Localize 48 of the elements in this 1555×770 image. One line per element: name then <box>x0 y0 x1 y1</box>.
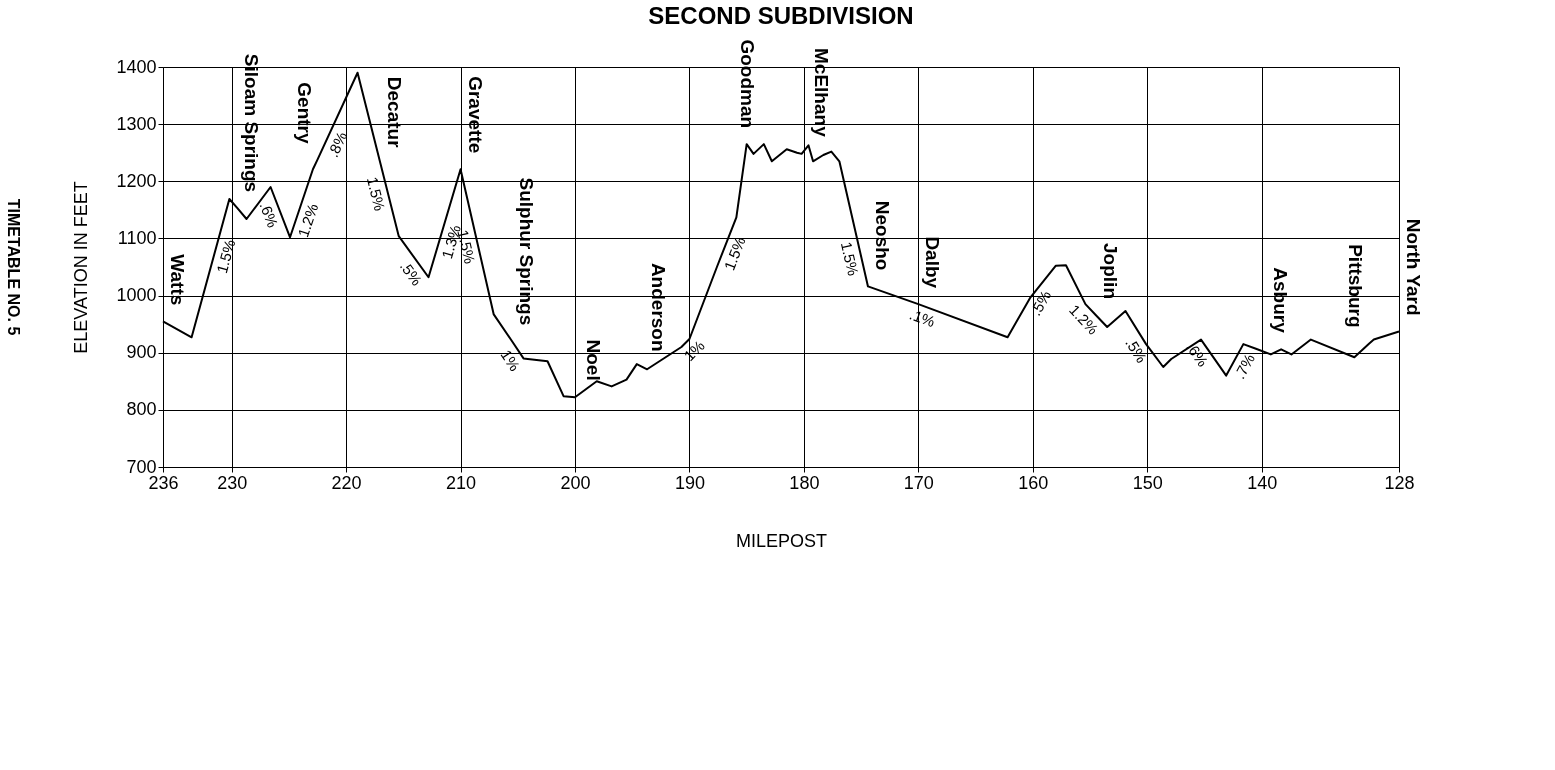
y-tick-label: 1100 <box>117 227 157 248</box>
data-label: Siloam Springs <box>241 53 263 193</box>
data-label: Dalby <box>922 236 944 289</box>
data-label: Neosho <box>871 200 893 271</box>
data-label: North Yard <box>1403 218 1424 316</box>
x-tick-label: 210 <box>446 472 477 493</box>
data-label: Decatur <box>384 76 406 149</box>
y-tick-label: 1400 <box>116 56 157 77</box>
annotation: .8% <box>323 129 351 160</box>
x-tick-label: 128 <box>1384 472 1415 493</box>
data-label: Joplin <box>1099 243 1121 299</box>
annotation: 1% <box>497 346 524 374</box>
x-tick-label: 200 <box>560 472 591 493</box>
x-tick-label: 230 <box>217 472 248 493</box>
data-label: Watts <box>167 254 188 306</box>
annotation: 1.2% <box>294 201 322 240</box>
x-tick-label: 220 <box>331 472 362 493</box>
chart-title: SECOND SUBDIVISION <box>648 2 914 30</box>
annotation: 1.5% <box>720 234 749 273</box>
data-label: Anderson <box>647 262 669 352</box>
annotation: .7% <box>1230 350 1258 382</box>
y-axis-title: ELEVATION IN FEET <box>71 181 92 354</box>
x-tick-label: 160 <box>1018 472 1049 493</box>
annotation: 1.5% <box>837 240 862 278</box>
annotation: .5% <box>1122 334 1151 366</box>
data-label: Gentry <box>293 82 315 144</box>
data-label: Noel <box>583 339 605 381</box>
annotation: 1.5% <box>212 237 239 276</box>
data-label: Sulphur Springs <box>516 177 538 326</box>
x-axis-title: MILEPOST <box>735 530 828 551</box>
y-tick-label: 1200 <box>116 170 157 191</box>
data-label: Gravette <box>464 76 486 154</box>
x-tick-label: 170 <box>903 472 934 493</box>
y-tick-label: 800 <box>126 399 157 420</box>
x-tick-label: 150 <box>1132 472 1163 493</box>
x-tick-label: 180 <box>789 472 820 493</box>
y-tick-label: 900 <box>126 342 157 363</box>
annotation: .5% <box>396 257 426 289</box>
y-tick-label: 1000 <box>116 285 157 306</box>
text: TIMETABLE NO. 5 <box>5 198 22 336</box>
annotation: .6% <box>256 199 282 230</box>
y-tick-label: 1300 <box>116 113 157 134</box>
x-tick-label: 140 <box>1247 472 1278 493</box>
x-tick-label: 190 <box>674 472 705 493</box>
data-label: Pittsburg <box>1345 244 1367 328</box>
data-label: Goodman <box>736 39 758 129</box>
data-label: Asbury <box>1269 267 1291 334</box>
data-label: McElhany <box>811 48 833 138</box>
